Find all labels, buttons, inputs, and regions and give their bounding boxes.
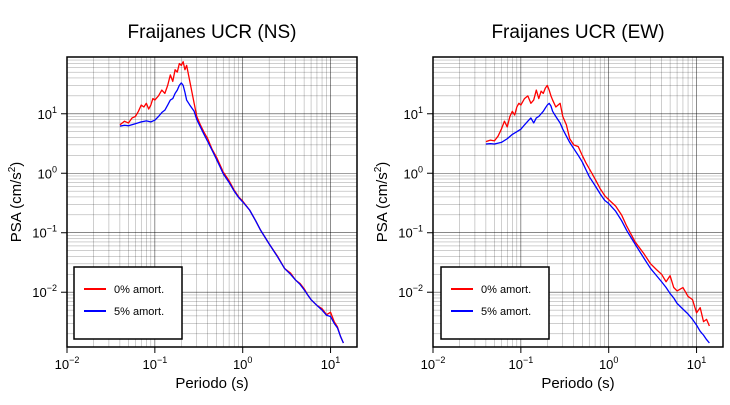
y-tick-label: 10−2 <box>32 283 57 300</box>
chart-panel: 10−2 10−1 100 101 10−2 10−1 100 101 Fraijanes UC… <box>373 22 724 392</box>
x-tick-label: 100 <box>599 355 618 372</box>
chart-title: Fraijanes UCR (EW) <box>491 22 664 43</box>
plot-frame <box>432 56 724 348</box>
legend-label: 0% amort. <box>114 284 164 296</box>
chart-panel: 10−2 10−1 100 101 10−2 10−1 100 101 Fraijanes UC… <box>7 22 358 392</box>
y-tick-label: 10−2 <box>398 283 423 300</box>
y-tick-label: 10−1 <box>32 224 57 241</box>
x-tick-label: 10−1 <box>508 355 533 372</box>
legend-label: 5% amort. <box>114 306 164 318</box>
x-tick-label: 10−2 <box>421 355 446 372</box>
x-axis-label: Periodo (s) <box>541 375 614 392</box>
legend: 0% amort. 5% amort. <box>440 266 550 340</box>
legend-box <box>73 266 183 340</box>
x-tick-label: 100 <box>233 355 252 372</box>
x-tick-label: 101 <box>321 355 340 372</box>
legend-label: 0% amort. <box>481 284 531 296</box>
y-tick-label: 100 <box>38 164 57 181</box>
y-tick-label: 101 <box>404 105 423 122</box>
chart-title: Fraijanes UCR (NS) <box>128 22 297 43</box>
x-tick-label: 10−1 <box>142 355 167 372</box>
legend: 0% amort. 5% amort. <box>73 266 183 340</box>
x-tick-label: 101 <box>687 355 706 372</box>
legend-label: 5% amort. <box>481 306 531 318</box>
y-axis-label: PSA (cm/s2) <box>7 162 25 243</box>
y-axis-label: PSA (cm/s2) <box>373 162 391 243</box>
y-tick-label: 100 <box>404 164 423 181</box>
legend-box <box>440 266 550 340</box>
series-line-damped <box>119 82 344 344</box>
x-axis-label: Periodo (s) <box>175 375 248 392</box>
x-tick-label: 10−2 <box>55 355 80 372</box>
y-tick-label: 10−1 <box>398 224 423 241</box>
plot-frame <box>66 56 358 348</box>
series-line-undamped <box>485 84 710 327</box>
series-line-damped <box>485 102 710 344</box>
y-tick-label: 101 <box>38 105 57 122</box>
